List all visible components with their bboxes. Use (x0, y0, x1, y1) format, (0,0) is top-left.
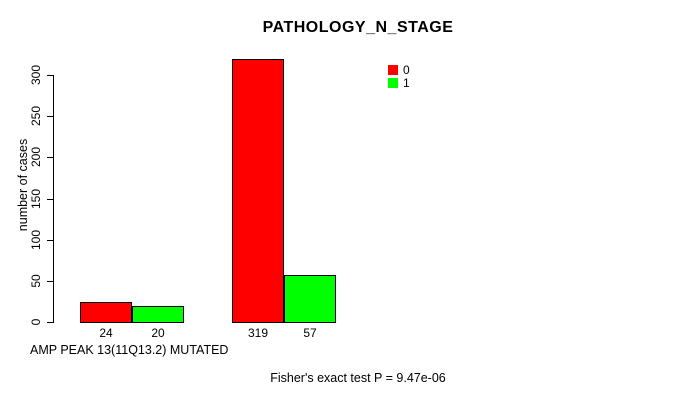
bar-1-group2 (284, 275, 336, 323)
y-tick-mark (47, 280, 53, 282)
fisher-test-annotation: Fisher's exact test P = 9.47e-06 (270, 371, 446, 385)
y-tick-label: 50 (29, 274, 43, 288)
y-tick-mark (47, 75, 53, 76)
y-axis-label: number of cases (16, 138, 30, 232)
y-tick-label: 250 (29, 106, 43, 127)
y-tick-label: 300 (29, 64, 43, 86)
bar-value-label: 24 (99, 326, 113, 340)
green-swatch-icon (388, 78, 398, 88)
legend-entry-1: 1 (388, 77, 410, 89)
y-tick-label: 200 (29, 147, 43, 168)
y-tick-mark (47, 157, 53, 159)
legend-label: 0 (403, 63, 410, 77)
y-tick-mark (47, 239, 53, 241)
bar-value-label: 20 (151, 326, 165, 340)
bar-1-group1 (132, 305, 184, 323)
y-tick-mark (47, 116, 53, 118)
bar-0-group2 (232, 59, 284, 323)
bar-value-label: 57 (303, 326, 317, 340)
x-axis-label: AMP PEAK 13(11Q13.2) MUTATED (30, 343, 229, 357)
red-swatch-icon (388, 65, 398, 75)
y-tick-label: 150 (29, 188, 43, 209)
bar-0-group1 (80, 302, 132, 323)
y-tick-mark (47, 198, 53, 200)
legend-label: 1 (403, 76, 410, 90)
y-tick-label: 0 (29, 318, 43, 326)
chart-title: PATHOLOGY_N_STAGE (262, 19, 454, 36)
bar-value-label: 319 (247, 326, 269, 340)
y-tick-mark (47, 322, 53, 323)
y-tick-label: 100 (29, 229, 43, 250)
y-axis-line (53, 75, 54, 323)
legend-entry-0: 0 (388, 64, 410, 76)
